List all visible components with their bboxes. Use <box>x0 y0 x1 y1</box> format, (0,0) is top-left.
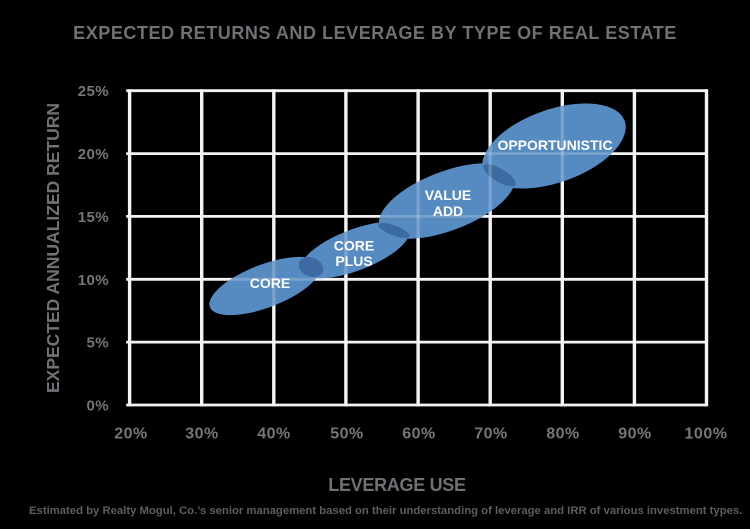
svg-text:5%: 5% <box>87 335 109 352</box>
svg-text:LEVERAGE USE: LEVERAGE USE <box>328 475 466 495</box>
svg-text:CORE: CORE <box>250 275 290 291</box>
svg-text:60%: 60% <box>402 426 436 443</box>
svg-text:PLUS: PLUS <box>335 253 372 269</box>
svg-text:CORE: CORE <box>334 237 374 253</box>
svg-text:50%: 50% <box>330 426 364 443</box>
svg-text:20%: 20% <box>78 146 109 163</box>
svg-text:100%: 100% <box>685 426 728 443</box>
svg-text:OPPORTUNISTIC: OPPORTUNISTIC <box>497 137 612 153</box>
svg-text:70%: 70% <box>474 426 508 443</box>
svg-text:EXPECTED ANNUALIZED RETURN: EXPECTED ANNUALIZED RETURN <box>43 103 63 393</box>
svg-text:90%: 90% <box>618 426 652 443</box>
svg-text:10%: 10% <box>78 272 109 289</box>
svg-text:25%: 25% <box>78 83 109 100</box>
svg-text:EXPECTED RETURNS AND LEVERAGE: EXPECTED RETURNS AND LEVERAGE BY TYPE OF… <box>73 23 677 43</box>
svg-text:30%: 30% <box>185 426 219 443</box>
svg-text:VALUE: VALUE <box>425 187 471 203</box>
svg-text:20%: 20% <box>114 426 148 443</box>
svg-text:15%: 15% <box>78 209 109 226</box>
svg-text:0%: 0% <box>87 398 109 415</box>
svg-text:80%: 80% <box>546 426 580 443</box>
svg-text:40%: 40% <box>257 426 291 443</box>
svg-text:Estimated by Realty Mogul, Co.: Estimated by Realty Mogul, Co.’s senior … <box>29 505 742 517</box>
svg-text:ADD: ADD <box>433 203 463 219</box>
